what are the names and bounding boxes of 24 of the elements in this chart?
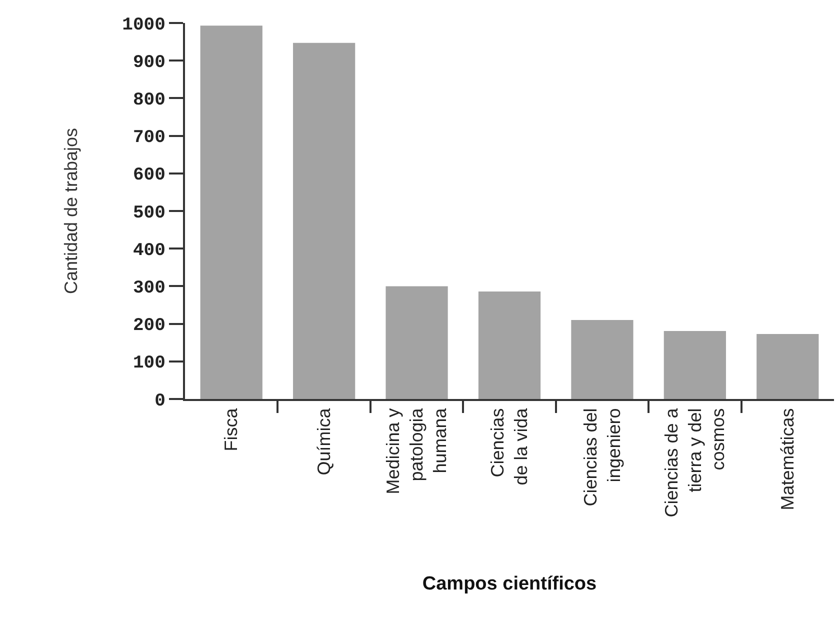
- y-tick-label: 600: [132, 166, 166, 186]
- bar: [664, 330, 726, 399]
- y-tick-label: 100: [132, 354, 166, 374]
- bar: [200, 26, 262, 399]
- y-tick-label: 900: [132, 52, 166, 73]
- bar: [386, 286, 448, 399]
- x-tick-label: Matemáticas: [777, 408, 798, 510]
- x-tick-label: Química: [314, 407, 334, 476]
- y-tick-label: 700: [132, 128, 166, 148]
- y-tick-label: 0: [154, 391, 166, 412]
- y-tick-label: 200: [132, 316, 166, 336]
- x-tick-label: Medicina y patologia humana: [383, 407, 450, 494]
- bar: [756, 334, 819, 399]
- bar: [571, 320, 634, 399]
- y-tick-label: 400: [132, 240, 166, 261]
- bar: [478, 291, 541, 399]
- y-tick-label: 800: [132, 90, 166, 110]
- y-tick-label: 1000: [122, 15, 166, 36]
- bar: [293, 42, 356, 399]
- y-axis-title: Cantidad de trabajos: [60, 128, 81, 294]
- y-tick-label: 300: [132, 278, 166, 298]
- y-tick-label: 500: [132, 203, 166, 224]
- x-tick-label: Fisca: [221, 407, 242, 452]
- x-axis-title: Campos científicos: [422, 574, 597, 595]
